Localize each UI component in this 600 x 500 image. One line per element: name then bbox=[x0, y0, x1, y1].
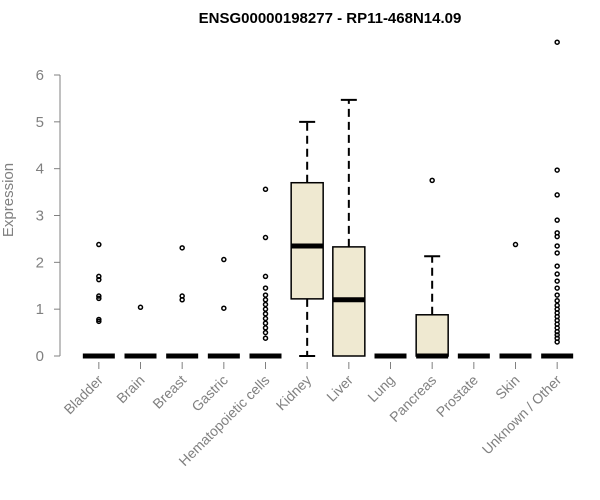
outlier-point bbox=[262, 234, 269, 241]
x-tick-label: Brain bbox=[113, 372, 147, 406]
outlier-point bbox=[554, 230, 560, 236]
y-tick-label: 1 bbox=[36, 301, 44, 318]
box-brain bbox=[124, 304, 157, 359]
box-rect bbox=[415, 314, 449, 357]
x-tick-label: Skin bbox=[492, 372, 523, 403]
outlier-point bbox=[554, 271, 560, 277]
x-tick-label: Kidney bbox=[273, 372, 315, 414]
outlier-point bbox=[96, 295, 102, 302]
box-bladder bbox=[82, 241, 115, 359]
y-axis-label: Expression bbox=[0, 163, 17, 237]
outlier-point bbox=[262, 186, 269, 193]
outlier-point bbox=[554, 217, 560, 223]
outlier-point bbox=[554, 297, 560, 304]
outlier-point bbox=[262, 297, 269, 303]
y-tick-label: 4 bbox=[36, 161, 44, 178]
outlier-point bbox=[96, 273, 102, 280]
y-tick-label: 3 bbox=[36, 208, 44, 225]
outlier-point bbox=[512, 241, 519, 248]
outlier-point bbox=[179, 245, 185, 251]
y-tick-label: 6 bbox=[36, 67, 44, 84]
x-tick-label: Breast bbox=[149, 372, 189, 412]
outlier-point bbox=[554, 250, 560, 256]
x-tick-label: Prostate bbox=[433, 372, 481, 420]
outlier-point bbox=[179, 293, 185, 299]
outlier-point bbox=[554, 302, 560, 309]
outlier-point bbox=[262, 335, 269, 341]
outlier-point bbox=[137, 304, 144, 311]
outlier-point bbox=[96, 293, 102, 299]
box-unknown-other bbox=[541, 39, 574, 359]
outlier-point bbox=[221, 256, 227, 263]
y-tick-label: 0 bbox=[36, 348, 44, 365]
outlier-point bbox=[554, 285, 560, 291]
outlier-point bbox=[554, 292, 560, 298]
box-skin bbox=[499, 241, 532, 359]
outlier-point bbox=[554, 167, 560, 173]
box-pancreas bbox=[415, 177, 449, 359]
box-hematopoietic-cells bbox=[249, 186, 282, 359]
outlier-point bbox=[262, 311, 269, 317]
outlier-point bbox=[554, 243, 560, 249]
x-tick-label: Unknown / Other bbox=[479, 372, 565, 458]
box-rect bbox=[290, 181, 324, 300]
outlier-point bbox=[96, 316, 102, 323]
outlier-point bbox=[262, 315, 269, 322]
outlier-point bbox=[262, 301, 269, 308]
outlier-point bbox=[262, 306, 269, 312]
y-tick-label: 5 bbox=[36, 114, 44, 131]
box-breast bbox=[166, 245, 199, 359]
outlier-point bbox=[554, 39, 560, 45]
outlier-point bbox=[262, 273, 269, 280]
outlier-point bbox=[262, 320, 269, 326]
box-liver bbox=[332, 98, 366, 357]
chart-title: ENSG00000198277 - RP11-468N14.09 bbox=[199, 10, 462, 27]
y-tick-label: 2 bbox=[36, 254, 44, 271]
y-axis: 0 1 2 3 4 5 6 bbox=[36, 67, 61, 365]
outlier-point bbox=[554, 263, 560, 269]
box-kidney bbox=[290, 120, 324, 357]
box-gastric bbox=[207, 256, 240, 359]
x-tick-label: Bladder bbox=[61, 372, 107, 418]
outlier-point bbox=[554, 278, 560, 284]
outlier-point bbox=[96, 241, 102, 248]
outlier-point bbox=[429, 177, 435, 184]
boxes-layer bbox=[82, 39, 574, 359]
outlier-point bbox=[554, 192, 560, 198]
x-tick-label: Liver bbox=[323, 372, 356, 405]
outlier-point bbox=[262, 292, 269, 298]
outlier-point bbox=[262, 329, 269, 336]
outlier-point bbox=[262, 325, 269, 331]
outlier-point bbox=[221, 305, 227, 311]
x-tick-label: Lung bbox=[364, 372, 397, 405]
outlier-point bbox=[262, 285, 269, 291]
